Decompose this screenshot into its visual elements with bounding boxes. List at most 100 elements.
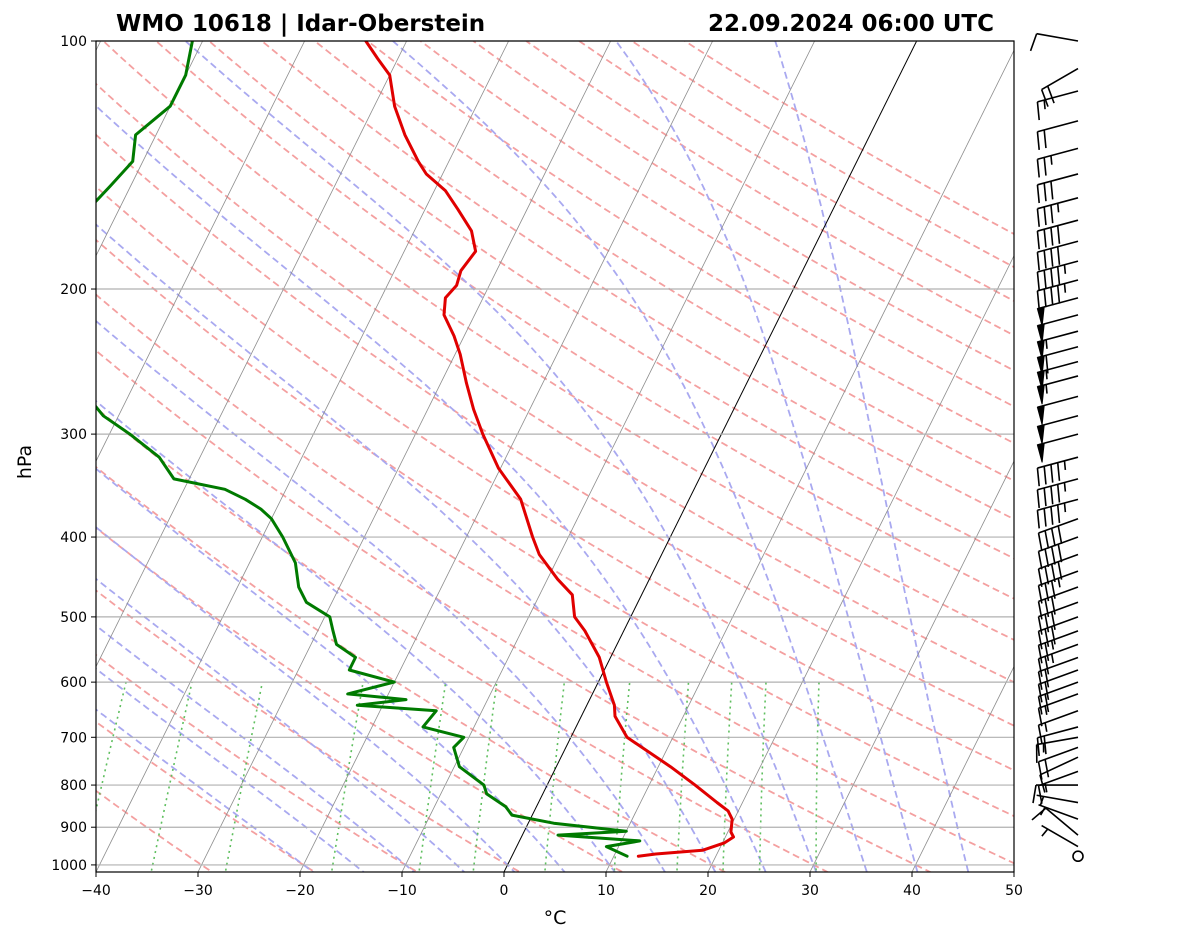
dry-adiabat bbox=[684, 41, 1014, 235]
barb-flag-full bbox=[1056, 504, 1061, 524]
wind-barb bbox=[1037, 553, 1079, 587]
barb-flag-full bbox=[1044, 681, 1050, 701]
x-tick-label: −40 bbox=[81, 883, 111, 899]
barb-flag-full bbox=[1036, 510, 1040, 529]
isotherm bbox=[96, 41, 407, 668]
barb-flag-full bbox=[1044, 614, 1050, 633]
moist-adiabat bbox=[96, 577, 466, 872]
barb-flag-full bbox=[1050, 486, 1054, 505]
barb-pennant bbox=[1036, 384, 1045, 405]
mixing-ratio-line bbox=[96, 681, 127, 814]
barb-flag-full bbox=[1045, 355, 1049, 374]
dry-adiabat bbox=[96, 406, 830, 872]
x-tick-label: 40 bbox=[903, 883, 921, 899]
moist-adiabat bbox=[184, 41, 818, 872]
wind-barb bbox=[1041, 824, 1079, 848]
barb-flag-full bbox=[1037, 585, 1043, 604]
barb-pennant bbox=[1036, 355, 1045, 376]
barb-flag-full bbox=[1043, 182, 1047, 202]
wind-barb bbox=[1037, 710, 1079, 744]
barb-pennant bbox=[1036, 424, 1045, 445]
wind-barb bbox=[1036, 173, 1079, 204]
isotherm bbox=[707, 254, 1014, 872]
y-tick-label: 300 bbox=[60, 427, 87, 443]
barb-flag-full bbox=[1036, 208, 1040, 227]
barb-flag-full bbox=[1043, 508, 1047, 527]
barb-flag-full bbox=[1032, 784, 1037, 804]
y-tick-label: 500 bbox=[60, 610, 87, 626]
y-axis-label: hPa bbox=[14, 445, 36, 479]
isotherm bbox=[96, 41, 305, 463]
barb-flag-full bbox=[1050, 181, 1054, 200]
wind-barb bbox=[1037, 570, 1079, 604]
barb-flag-full bbox=[1036, 271, 1040, 291]
barb-shaft bbox=[1036, 32, 1079, 42]
barb-flag-half bbox=[1050, 640, 1055, 650]
y-tick-label: 200 bbox=[60, 282, 87, 298]
barb-flag-half bbox=[1063, 264, 1067, 274]
barb-flag-full bbox=[1043, 487, 1047, 507]
dry-adiabat bbox=[96, 349, 933, 872]
isotherm bbox=[96, 41, 509, 872]
moist-adiabat bbox=[96, 399, 616, 872]
barb-flag-full bbox=[1050, 268, 1054, 287]
barb-flag-half bbox=[1063, 460, 1067, 470]
mixing-ratio-line bbox=[815, 682, 820, 872]
wind-barb bbox=[1037, 669, 1079, 703]
wind-barb bbox=[1037, 746, 1079, 780]
barb-pennant bbox=[1036, 323, 1045, 344]
wind-barbs bbox=[1029, 32, 1084, 863]
wind-barb bbox=[1036, 314, 1079, 344]
dry-adiabat bbox=[102, 41, 1014, 641]
dry-adiabat bbox=[96, 238, 1014, 818]
barb-flag-full bbox=[1044, 566, 1050, 585]
wind-barb bbox=[1036, 726, 1079, 757]
isotherm bbox=[911, 665, 1014, 872]
wind-barb bbox=[1036, 240, 1079, 271]
barb-flag-full bbox=[1050, 227, 1054, 246]
barb-flag-full bbox=[1037, 551, 1043, 570]
barb-flag-full bbox=[1037, 631, 1043, 650]
zero-isotherm bbox=[503, 41, 918, 872]
barb-flag-full bbox=[1037, 724, 1043, 744]
x-tick-label: 0 bbox=[500, 883, 509, 899]
calm-circle bbox=[1072, 850, 1084, 863]
isotherm bbox=[401, 41, 815, 872]
moist-adiabat bbox=[615, 41, 919, 872]
wind-barb bbox=[1037, 586, 1079, 620]
barb-pennant bbox=[1036, 442, 1045, 463]
wind-barb bbox=[1036, 120, 1079, 150]
barb-flag-half bbox=[1041, 828, 1049, 837]
barb-shaft bbox=[1038, 586, 1079, 603]
barb-flag-full bbox=[1036, 184, 1040, 204]
wind-barb bbox=[1037, 770, 1079, 804]
dry-adiabat bbox=[578, 41, 1014, 302]
y-tick-label: 800 bbox=[60, 778, 87, 794]
wind-barb bbox=[1037, 643, 1079, 677]
barb-flag-full bbox=[1050, 546, 1056, 565]
wind-barb bbox=[1036, 360, 1079, 391]
pressure-gridlines bbox=[96, 40, 1014, 866]
barb-shaft bbox=[1038, 693, 1079, 709]
barb-flag-full bbox=[1036, 737, 1040, 757]
wind-barb bbox=[1036, 197, 1079, 227]
wind-barb bbox=[1036, 297, 1079, 327]
wind-barb bbox=[1036, 794, 1079, 806]
barb-flag-full bbox=[1040, 89, 1049, 107]
barb-flag-full bbox=[1037, 568, 1043, 587]
barb-flag-full bbox=[1037, 708, 1043, 727]
x-tick-label: 10 bbox=[597, 883, 615, 899]
isotherm bbox=[809, 460, 1014, 872]
barb-flag-full bbox=[1037, 616, 1043, 635]
isotherm bbox=[96, 41, 203, 257]
chart-title-station: WMO 10618 | Idar-Oberstein bbox=[116, 11, 485, 37]
barb-flag-half bbox=[1050, 155, 1053, 165]
isotherm bbox=[1013, 871, 1014, 872]
barb-flag-full bbox=[1050, 626, 1056, 645]
dewpoint-line bbox=[96, 41, 642, 858]
x-tick-label: 30 bbox=[801, 883, 819, 899]
wind-barb bbox=[1037, 693, 1079, 727]
moist-adiabat bbox=[96, 526, 516, 872]
barb-flag-full bbox=[1056, 225, 1061, 244]
